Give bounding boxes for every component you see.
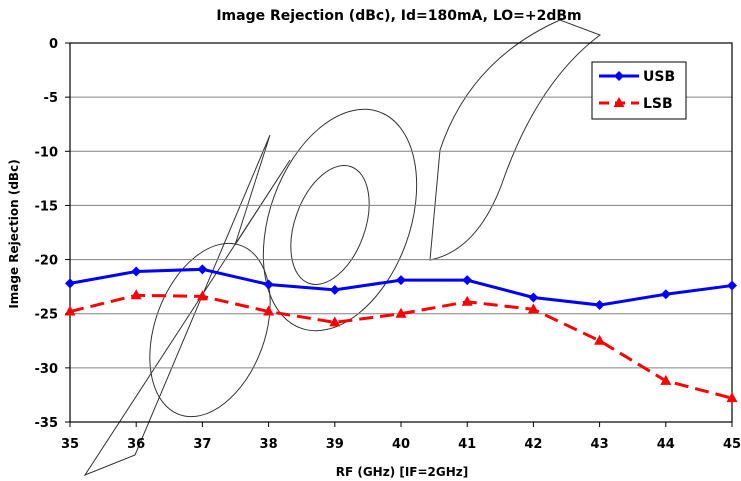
- watermark-shape-4: [290, 165, 370, 285]
- legend-item: LSB: [599, 96, 673, 112]
- x-tick-label: 44: [657, 437, 675, 452]
- legend-box: [591, 61, 687, 120]
- series-layer: [64, 264, 738, 403]
- data-point: [594, 300, 605, 311]
- legend-label: LSB: [643, 96, 673, 112]
- y-tick-label: -35: [35, 416, 59, 431]
- x-tick-label: 38: [260, 437, 278, 452]
- data-point: [614, 71, 624, 81]
- data-point: [726, 392, 738, 403]
- data-point: [263, 305, 275, 316]
- x-tick-label: 45: [723, 437, 741, 452]
- legend-item: USB: [599, 69, 675, 85]
- x-tick-label: 39: [326, 437, 344, 452]
- data-point: [613, 97, 625, 107]
- series-lsb: [64, 289, 738, 403]
- y-tick-label: -10: [35, 145, 59, 160]
- x-tick-label: 41: [458, 437, 476, 452]
- y-axis: 0 -5 -10 -15 -20 -25 -30 -35: [35, 37, 70, 431]
- data-point: [65, 278, 75, 289]
- watermark-shape-5: [429, 19, 602, 261]
- x-axis: 35 36 37 38 39 40 41 42 43 44 45: [61, 422, 741, 452]
- series-usb: [65, 264, 737, 311]
- data-point: [727, 280, 737, 291]
- x-tick-label: 43: [591, 437, 609, 452]
- data-point: [329, 316, 341, 327]
- data-point: [528, 292, 539, 303]
- data-point: [329, 284, 340, 295]
- watermark-outline: [83, 19, 602, 477]
- x-axis-label: RF (GHz) [IF=2GHz]: [336, 465, 469, 479]
- data-point: [594, 334, 606, 345]
- y-tick-label: -5: [44, 91, 58, 106]
- data-point: [197, 264, 208, 275]
- watermark-shape-3: [262, 108, 418, 332]
- watermark-shape-1: [83, 134, 291, 477]
- y-tick-label: -15: [35, 199, 59, 214]
- y-tick-label: 0: [49, 37, 58, 52]
- y-tick-label: -20: [35, 254, 59, 269]
- x-tick-label: 36: [127, 437, 145, 452]
- x-tick-label: 37: [193, 437, 211, 452]
- x-tick-label: 35: [61, 437, 79, 452]
- data-point: [461, 295, 473, 306]
- x-tick-label: 42: [524, 437, 542, 452]
- data-point: [196, 290, 208, 301]
- data-point: [263, 279, 274, 290]
- legend-label: USB: [643, 69, 675, 85]
- data-point: [527, 303, 539, 314]
- legend: USB LSB: [591, 61, 687, 120]
- data-point: [660, 289, 671, 300]
- data-point: [64, 305, 76, 316]
- data-point: [131, 266, 142, 277]
- data-point: [130, 289, 142, 300]
- data-point: [462, 275, 473, 286]
- y-tick-label: -25: [35, 308, 59, 323]
- chart-title: Image Rejection (dBc), Id=180mA, LO=+2dB…: [216, 8, 581, 24]
- data-point: [396, 275, 406, 286]
- data-point: [660, 374, 672, 385]
- y-tick-label: -30: [35, 362, 59, 377]
- data-point: [395, 307, 407, 318]
- y-axis-label: Image Rejection (dBc): [7, 159, 21, 308]
- x-tick-label: 40: [392, 437, 410, 452]
- watermark-shape-2: [149, 242, 271, 418]
